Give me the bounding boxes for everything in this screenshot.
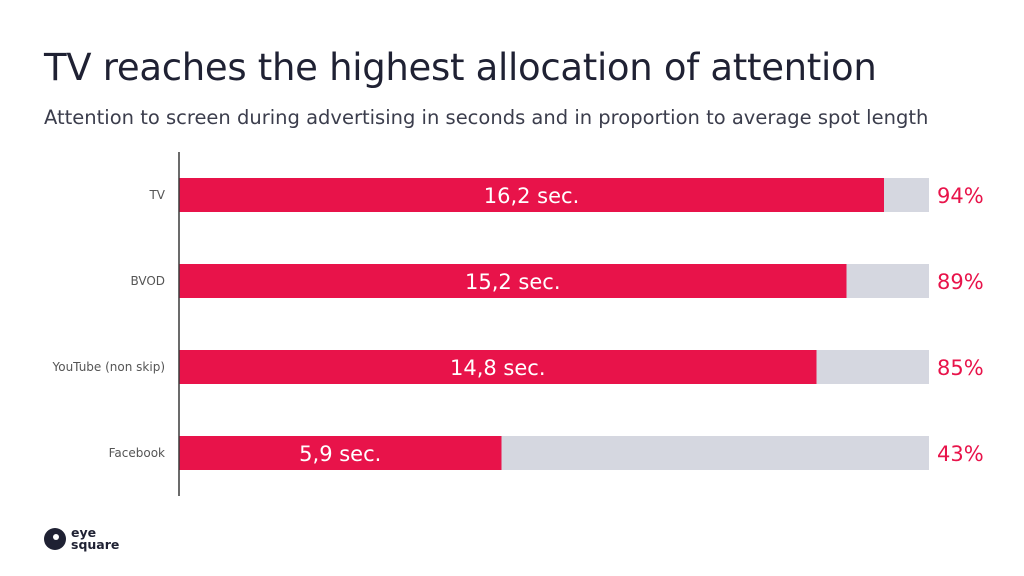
bar-percent-label: 94% xyxy=(937,184,984,208)
eye-square-logo: eye square xyxy=(44,525,120,552)
bar-seconds-label: 16,2 sec. xyxy=(484,184,580,208)
category-label: BVOD xyxy=(130,274,165,288)
chart-title: TV reaches the highest allocation of att… xyxy=(44,46,877,89)
bar-percent-label: 85% xyxy=(937,356,984,380)
category-label: YouTube (non skip) xyxy=(52,360,166,374)
logo-text-square: square xyxy=(71,537,120,552)
bar-seconds-label: 14,8 sec. xyxy=(450,356,546,380)
bar xyxy=(179,178,884,212)
bar-seconds-label: 15,2 sec. xyxy=(465,270,561,294)
bar xyxy=(179,264,847,298)
category-label: TV xyxy=(148,188,165,202)
logo-text-eye: eye xyxy=(71,525,97,540)
bar-seconds-label: 5,9 sec. xyxy=(299,442,381,466)
bar-percent-label: 43% xyxy=(937,442,984,466)
bar-percent-label: 89% xyxy=(937,270,984,294)
category-label: Facebook xyxy=(109,446,165,460)
chart-subtitle: Attention to screen during advertising i… xyxy=(44,106,929,129)
eye-logo-icon xyxy=(44,528,66,550)
bar xyxy=(179,436,502,470)
bar xyxy=(179,350,817,384)
